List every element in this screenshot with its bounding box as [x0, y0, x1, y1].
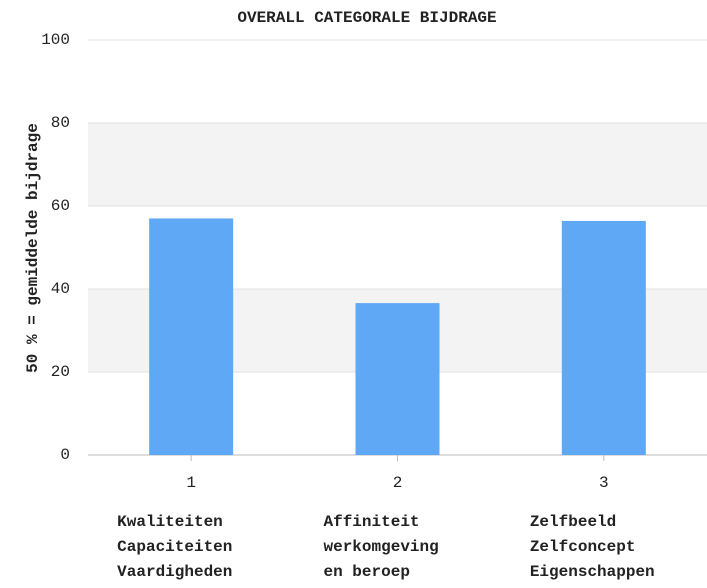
category-description: Affiniteit [324, 513, 420, 531]
chart-title: OVERALL CATEGORALE BIJDRAGE [237, 9, 496, 27]
category-description: Capaciteiten [117, 538, 232, 556]
category-description: Kwaliteiten [117, 513, 223, 531]
bar [355, 303, 440, 455]
category-description: en beroep [324, 563, 410, 581]
category-description: Zelfconcept [530, 538, 636, 556]
x-tick-label: 3 [599, 474, 609, 492]
category-description: Vaardigheden [117, 563, 232, 581]
y-tick-label: 80 [51, 114, 70, 132]
bar [149, 218, 234, 455]
grid-band [88, 123, 707, 206]
y-axis-label: 50 % = gemiddelde bijdrage [24, 123, 42, 373]
y-tick-label: 40 [51, 280, 70, 298]
category-description: werkomgeving [324, 538, 439, 556]
x-tick-label: 2 [393, 474, 403, 492]
bar [561, 220, 646, 455]
x-tick-label: 1 [186, 474, 196, 492]
y-tick-label: 100 [41, 31, 70, 49]
y-tick-label: 20 [51, 363, 70, 381]
category-description: Eigenschappen [530, 563, 655, 581]
category-description: Zelfbeeld [530, 513, 616, 531]
y-tick-label: 60 [51, 197, 70, 215]
y-tick-label: 0 [60, 446, 70, 464]
